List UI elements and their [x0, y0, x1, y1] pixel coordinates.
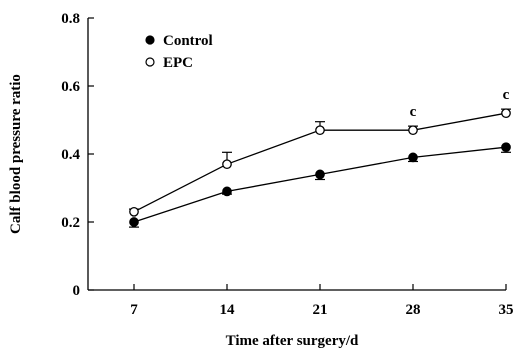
data-point-control — [501, 142, 511, 153]
data-point-control — [315, 169, 325, 180]
y-tick-label: 0.6 — [61, 79, 80, 95]
x-tick-label: 35 — [499, 302, 514, 318]
legend-control-label: Control — [163, 33, 213, 49]
x-tick-label: 7 — [130, 302, 138, 318]
data-point-epc — [129, 206, 139, 217]
y-tick-label: 0.8 — [61, 11, 80, 27]
data-point-epc — [315, 125, 325, 136]
series-layer — [129, 108, 511, 228]
legend-epc-marker — [145, 57, 155, 67]
x-tick-label: 14 — [220, 302, 236, 318]
data-point-epc — [501, 108, 511, 119]
significance-marker: c — [410, 104, 417, 120]
x-axis-label: Time after surgery/d — [226, 333, 359, 349]
legend: Control EPC — [145, 33, 213, 71]
x-tick-label: 21 — [313, 302, 328, 318]
legend-epc-label: EPC — [163, 55, 193, 71]
series-line-control — [133, 146, 507, 223]
data-point-control — [129, 217, 139, 227]
y-ticks: 0 0.2 0.4 0.6 0.8 — [61, 11, 94, 299]
data-point-epc — [222, 159, 232, 170]
significance-marker: c — [503, 87, 510, 103]
data-point-epc — [408, 125, 418, 136]
legend-control-marker — [145, 35, 155, 45]
y-tick-label: 0.2 — [61, 215, 80, 231]
x-tick-label: 28 — [406, 302, 421, 318]
data-point-control — [408, 152, 418, 163]
x-ticks: 7 14 21 28 35 — [130, 284, 514, 318]
data-point-control — [222, 186, 232, 197]
annotation-layer: cc — [410, 87, 510, 120]
y-tick-label: 0.4 — [61, 147, 80, 163]
y-tick-label: 0 — [73, 283, 81, 299]
y-axis-label: Calf blood pressure ratio — [8, 74, 24, 234]
